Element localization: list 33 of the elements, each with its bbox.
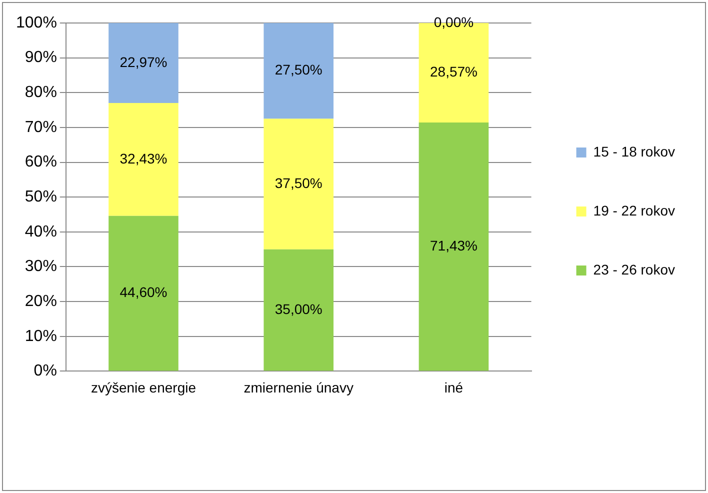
data-label: 22,97%	[120, 54, 168, 70]
data-label: 37,50%	[274, 174, 322, 191]
legend-label: 19 - 22 rokov	[593, 202, 676, 218]
bar	[418, 122, 489, 371]
x-tick-label: iné	[444, 379, 464, 396]
y-tick-label: 100%	[16, 14, 57, 32]
data-label: 32,43%	[120, 150, 168, 166]
y-tick-label: 50%	[24, 188, 57, 206]
legend-label: 23 - 26 rokov	[593, 261, 676, 278]
bar	[264, 23, 334, 119]
y-tick-label: 30%	[24, 258, 57, 276]
x-tick-label: zmiernenie únavy	[244, 379, 354, 396]
data-label: 0,00%	[434, 14, 474, 30]
data-label: 71,43%	[430, 237, 478, 254]
x-tick-label: zvýšenie energie	[90, 379, 196, 396]
y-tick-label: 40%	[24, 223, 57, 240]
data-label: 28,57%	[430, 64, 478, 80]
y-tick-label: 70%	[24, 118, 57, 136]
data-label: 35,00%	[274, 300, 322, 317]
data-label: 27,50%	[274, 62, 322, 78]
y-tick-label: 0%	[34, 362, 57, 380]
bar	[108, 23, 178, 103]
y-tick-label: 90%	[24, 49, 57, 66]
y-tick-label: 80%	[24, 84, 57, 102]
data-label: 44,60%	[120, 284, 168, 300]
legend-label: 15 - 18 rokov	[593, 143, 676, 160]
bar	[264, 118, 334, 250]
y-tick-label: 10%	[24, 328, 57, 345]
y-tick-label: 60%	[24, 154, 57, 171]
bar	[108, 216, 178, 371]
bar	[264, 249, 334, 371]
y-tick-label: 20%	[24, 292, 57, 310]
bar	[108, 102, 178, 216]
